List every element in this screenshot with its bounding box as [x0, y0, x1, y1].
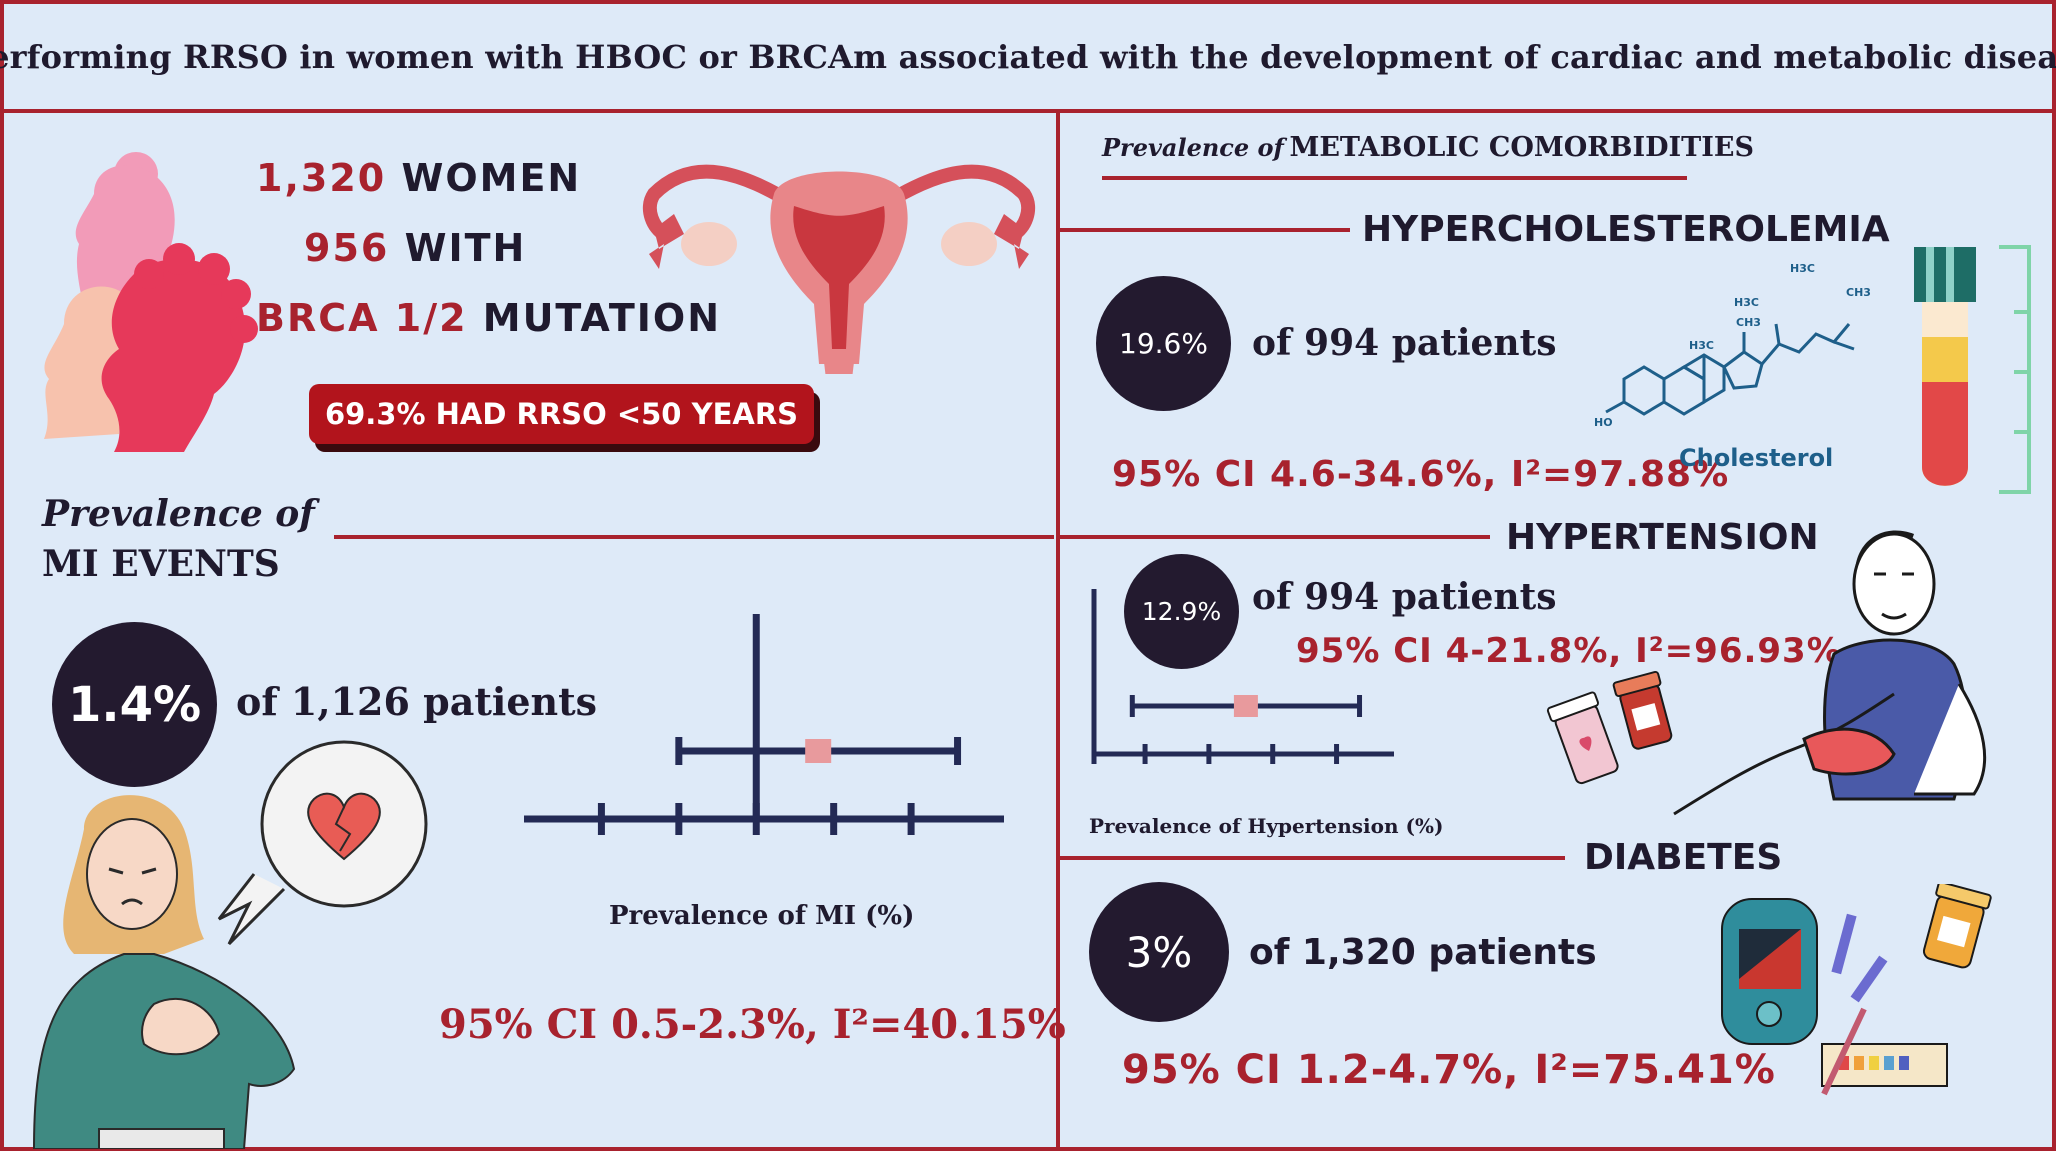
hypertension-rule — [1060, 535, 1490, 539]
hypercholesterolemia-value-badge: 19.6% — [1096, 276, 1231, 411]
mi-heading-line1: Prevalence of — [42, 493, 315, 535]
glucose-meter-icon — [1721, 884, 1992, 1096]
hypercholesterolemia-patients: of 994 patients — [1252, 322, 1557, 364]
hypercholesterolemia-label: HYPERCHOLESTEROLEMIA — [1362, 209, 1890, 250]
mi-heading-line2: MI EVENTS — [42, 543, 280, 585]
atom-ch3-mid: CH3 — [1736, 316, 1761, 329]
mi-heading: Prevalence of MI EVENTS — [42, 489, 315, 589]
mi-patients: of 1,126 patients — [236, 679, 598, 724]
atom-ch3-top: CH3 — [1846, 286, 1871, 299]
diabetes-rule — [1060, 856, 1565, 860]
atom-h3c-top: H3C — [1790, 262, 1815, 275]
atom-h3c-mid: H3C — [1734, 296, 1759, 309]
women-label: WOMEN — [401, 156, 582, 200]
diabetes-ci: 95% CI 1.2-4.7%, I²=75.41% — [1122, 1047, 1776, 1093]
diabetes-label: DIABETES — [1584, 837, 1783, 878]
mi-ci: 95% CI 0.5-2.3%, I²=40.15% — [439, 1001, 1066, 1048]
women-count: 1,320 — [256, 156, 387, 200]
hypertension-value-badge: 12.9% — [1124, 554, 1239, 669]
hypercholesterolemia-ci: 95% CI 4.6-34.6%, I²=97.88% — [1112, 454, 1730, 495]
brca-mutation-label: MUTATION — [482, 296, 722, 340]
atom-h3c-low: H3C — [1689, 339, 1714, 352]
infographic-title: Is performing RRSO in women with HBOC or… — [0, 4, 2056, 113]
mi-forest-plot: 00.511.52 — [524, 614, 1004, 835]
blood-pressure-woman-icon — [1546, 530, 1987, 816]
metabolic-heading-rule — [1102, 176, 1687, 180]
mi-axis-label: Prevalence of MI (%) — [609, 901, 915, 931]
hypertension-patients: of 994 patients — [1252, 576, 1557, 618]
diabetes-value-badge: 3% — [1089, 882, 1229, 1022]
brca-count-line: 956 WITH — [304, 226, 526, 270]
metabolic-heading: Prevalence of METABOLIC COMORBIDITIES — [1102, 132, 1754, 163]
heart-pain-woman-icon — [32, 740, 428, 1149]
metabolic-heading-caps: METABOLIC COMORBIDITIES — [1289, 132, 1754, 163]
hypertension-ci: 95% CI 4-21.8%, I²=96.93% — [1296, 631, 1842, 671]
mi-heading-rule — [334, 535, 1054, 539]
cholesterol-molecule-icon: HO H3C CH3 H3C H3C CH3 — [1594, 262, 1871, 429]
women-count-line: 1,320 WOMEN — [256, 156, 581, 200]
blood-tube-icon — [1914, 245, 2031, 494]
women-silhouettes-icon — [44, 152, 258, 452]
brca-count: 956 — [304, 226, 390, 270]
metabolic-heading-italic: Prevalence of — [1102, 133, 1284, 162]
center-divider — [1056, 109, 1060, 1151]
brca-type: BRCA 1/2 — [256, 296, 468, 340]
brca-mutation-line: BRCA 1/2 MUTATION — [256, 296, 721, 340]
hypertension-estimate-marker — [1233, 695, 1258, 717]
hypertension-label: HYPERTENSION — [1506, 517, 1819, 558]
hypercholesterolemia-rule — [1060, 228, 1350, 232]
brca-with: WITH — [404, 226, 527, 270]
hypertension-forest-plot: 15101520 — [1091, 589, 1394, 764]
mi-value-badge: 1.4% — [52, 622, 217, 787]
rrso-note-badge: 69.3% HAD RRSO <50 YEARS — [309, 384, 814, 444]
atom-ho: HO — [1594, 416, 1613, 429]
hypertension-axis-label: Prevalence of Hypertension (%) — [1089, 814, 1444, 838]
diabetes-patients: of 1,320 patients — [1249, 932, 1597, 973]
cholesterol-label: Cholesterol — [1679, 444, 1834, 472]
uterus-icon — [642, 164, 1036, 374]
mi-estimate-marker — [805, 739, 832, 763]
